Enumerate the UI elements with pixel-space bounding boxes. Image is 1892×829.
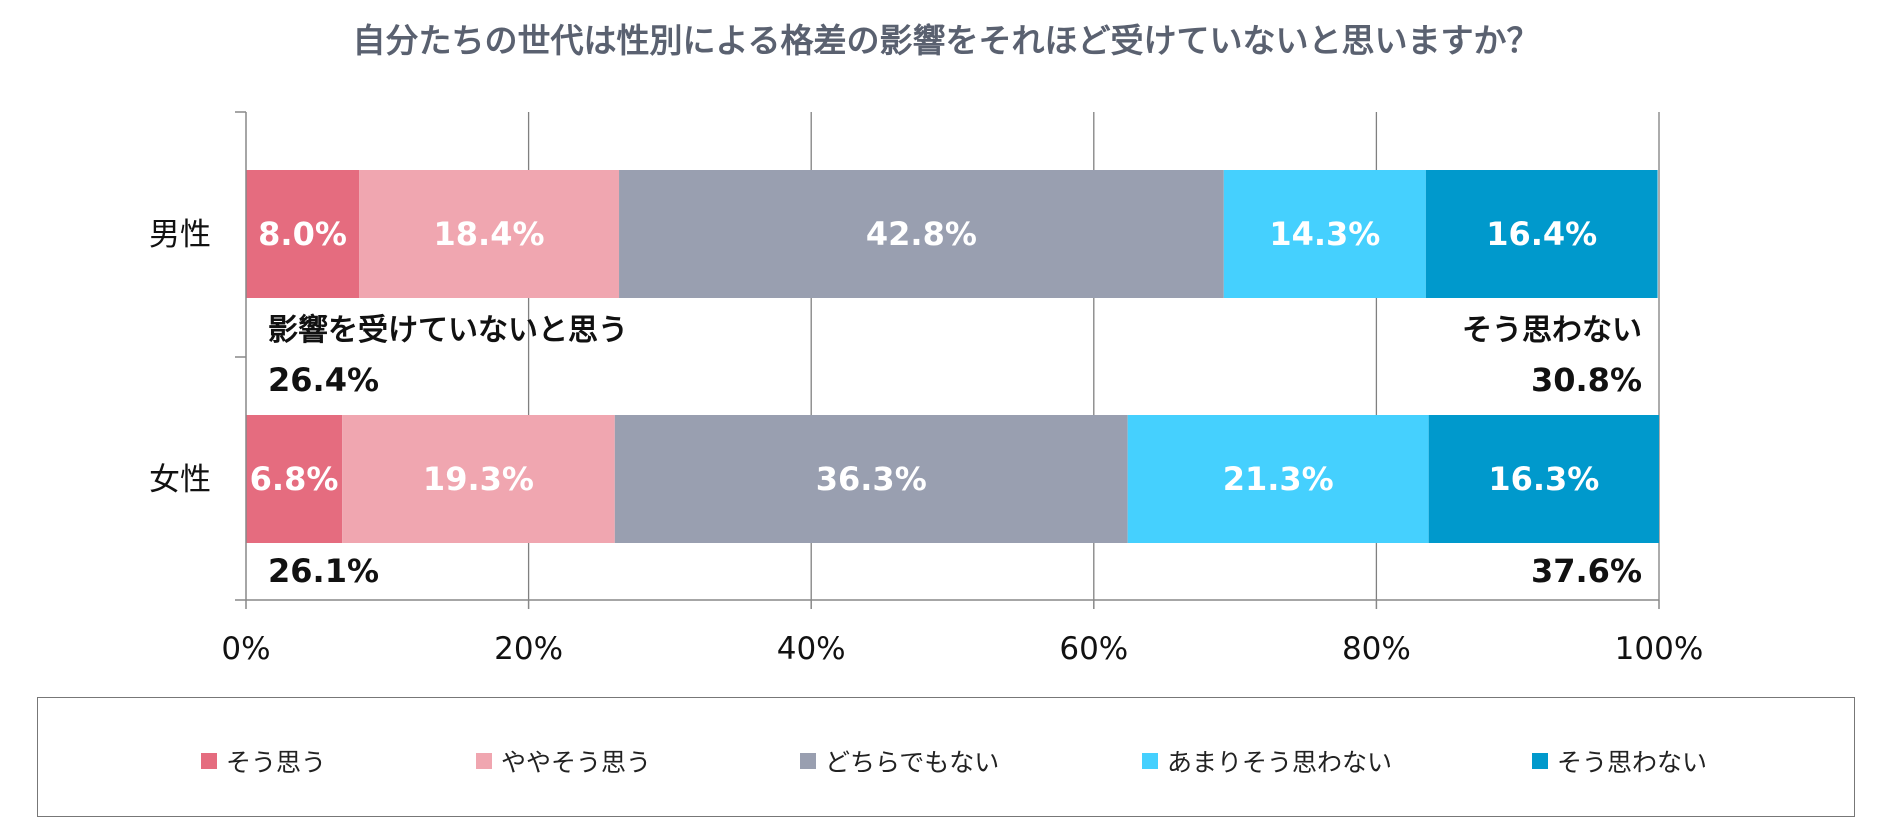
bars: 8.0% 18.4% 42.8% 14.3% 16.4% 6.8% 19.3% 36.3% 21… (246, 170, 1659, 543)
value-label: 8.0% (258, 215, 347, 253)
legend-item: どちらでもない (800, 743, 999, 779)
category-label: 女性 (149, 462, 211, 498)
bar-segment (1425, 170, 1658, 298)
legend-label: そう思う (226, 748, 327, 777)
value-label: 36.3% (816, 460, 927, 498)
bar-segment (619, 170, 1224, 298)
bar-segment (1223, 170, 1426, 298)
annotation-left-total: 26.1% (268, 552, 379, 590)
legend-item: あまりそう思わない (1142, 743, 1392, 779)
legend-label: あまりそう思わない (1167, 748, 1393, 777)
annotation-right-heading: そう思わない (1462, 313, 1642, 348)
bar-segment (614, 415, 1128, 543)
value-label: 21.3% (1223, 460, 1334, 498)
legend: そう思う ややそう思う どちらでもない あまりそう思わない そう思わない (37, 697, 1855, 817)
annotation-left-total: 26.4% (268, 361, 379, 399)
chart-title: 自分たちの世代は性別による格差の影響をそれほど受けていないと思いますか？ (352, 21, 1539, 60)
legend-item: ややそう思う (476, 743, 651, 779)
value-label: 42.8% (866, 215, 977, 253)
legend-item: そう思わない (1532, 743, 1707, 779)
legend-label: そう思わない (1557, 748, 1708, 777)
bar-segment (359, 170, 620, 298)
bar-segment (246, 415, 343, 543)
legend-swatch (1142, 753, 1158, 769)
value-label: 19.3% (423, 460, 534, 498)
stacked-bar-chart: 自分たちの世代は性別による格差の影響をそれほど受けていないと思いますか？ 8.0… (149, 21, 1704, 667)
bar-segment (1127, 415, 1429, 543)
legend-label: ややそう思う (501, 748, 652, 777)
value-label: 16.4% (1486, 215, 1597, 253)
bar-segment (1428, 415, 1659, 543)
value-label: 16.3% (1488, 460, 1599, 498)
x-tick-label: 0% (221, 631, 270, 667)
x-tick-label: 80% (1342, 631, 1411, 667)
annotation-right-total: 37.6% (1531, 552, 1642, 590)
annotation-right-total: 30.8% (1531, 361, 1642, 399)
bar-segment (342, 415, 615, 543)
category-label: 男性 (149, 217, 211, 253)
x-tick-label: 20% (494, 631, 563, 667)
annotation-left-heading: 影響を受けていないと思う (268, 313, 628, 348)
legend-label: どちらでもない (825, 748, 1000, 777)
legend-swatch (201, 753, 217, 769)
x-tick-label: 100% (1615, 631, 1704, 667)
value-label: 14.3% (1269, 215, 1380, 253)
bar-segment (246, 170, 360, 298)
legend-swatch (476, 753, 492, 769)
legend-swatch (800, 753, 816, 769)
legend-item: そう思う (201, 743, 326, 779)
value-label: 18.4% (434, 215, 545, 253)
legend-swatch (1532, 753, 1548, 769)
x-tick-label: 40% (777, 631, 846, 667)
value-label: 6.8% (250, 460, 339, 498)
x-tick-label: 60% (1059, 631, 1128, 667)
annotations: 影響を受けていないと思う そう思わない 26.4% 26.1% 30.8% 37.6% (268, 313, 1642, 590)
